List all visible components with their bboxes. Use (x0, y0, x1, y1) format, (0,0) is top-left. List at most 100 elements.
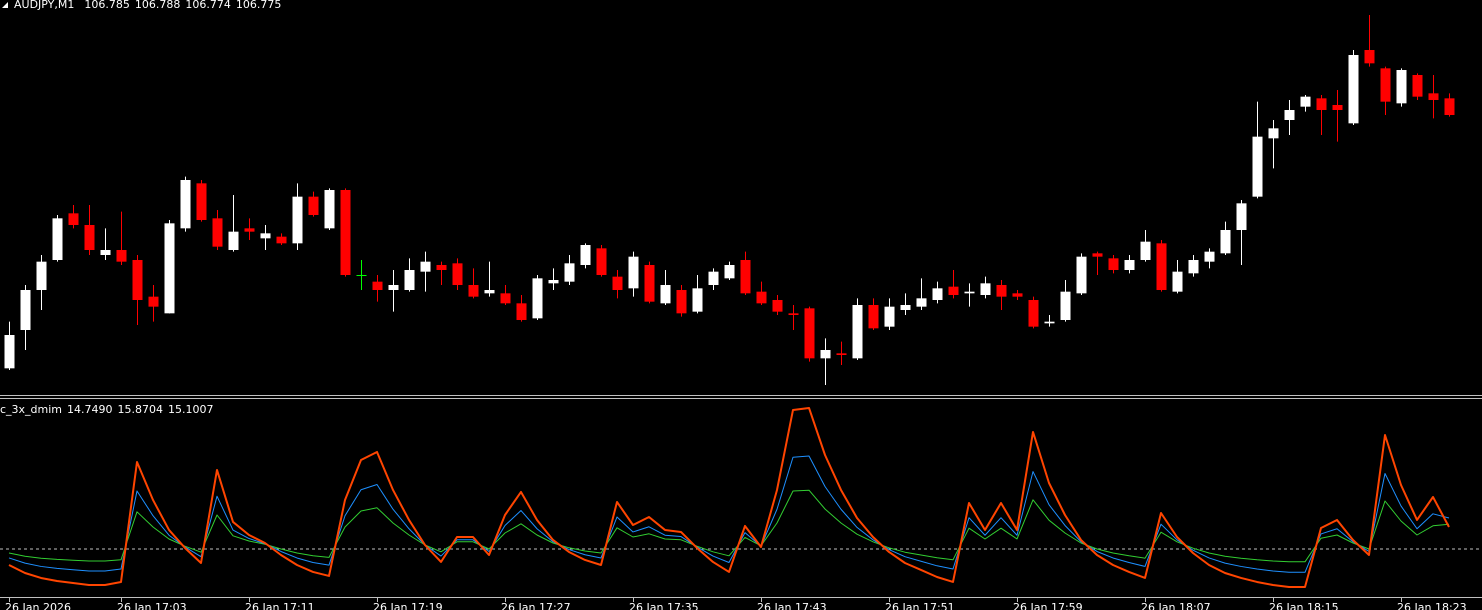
candle-body (1380, 68, 1391, 102)
candle-body (1076, 256, 1087, 294)
candle-body (756, 291, 767, 304)
candle-body (644, 265, 655, 302)
candle-body (212, 218, 223, 247)
candle-body (660, 285, 671, 304)
candle-body (916, 298, 927, 307)
candle-body (1284, 110, 1295, 120)
candle-body (148, 296, 159, 307)
header-marker (2, 2, 8, 8)
ohlc-value: 106.785 (84, 0, 130, 11)
candle-body (612, 276, 623, 290)
x-tick-label: 26 Jan 17:59 (1013, 601, 1083, 610)
candle-body (1156, 243, 1167, 290)
candle-body (164, 223, 175, 314)
x-tick-label: 26 Jan 17:43 (757, 601, 827, 610)
candle-body (324, 190, 335, 229)
candle-body (1188, 260, 1199, 274)
candle-body (180, 180, 191, 229)
candle-body (1332, 105, 1343, 110)
indicator-line (8, 455, 1450, 573)
candle-body (532, 278, 543, 319)
x-tick-label: 26 Jan 18:07 (1141, 601, 1211, 610)
candle-body (1364, 50, 1375, 64)
candle-body (1252, 136, 1263, 197)
candle-body (628, 256, 639, 289)
candle-body (260, 233, 271, 239)
candle-body (1236, 203, 1247, 230)
candle-body (84, 225, 95, 250)
candle-body (724, 265, 735, 279)
candle-body (196, 183, 207, 220)
candle-body (676, 290, 687, 314)
x-tick-label: 26 Jan 17:03 (117, 601, 187, 610)
candle-body (1060, 291, 1071, 320)
candle-body (292, 196, 303, 244)
candle-body (4, 335, 15, 369)
candle-body (132, 260, 143, 300)
indicator-line (8, 489, 1450, 563)
candle-body (388, 285, 399, 290)
candle-body (996, 285, 1007, 297)
candle-body (1172, 271, 1183, 292)
candle-body (804, 308, 815, 359)
candle-body (500, 293, 511, 304)
candle-body (372, 281, 383, 290)
x-tick-label: 26 Jan 18:15 (1269, 601, 1339, 610)
candle-body (356, 275, 367, 276)
ohlc-value: 106.774 (185, 0, 231, 11)
candle-body (436, 265, 447, 270)
indicator-value: 14.7490 (67, 403, 113, 416)
candle-body (228, 231, 239, 250)
candle-body (788, 313, 799, 315)
x-tick-label: 26 Jan 17:19 (373, 601, 443, 610)
candle-body (580, 245, 591, 265)
x-tick-label: 26 Jan 17:35 (629, 601, 699, 610)
candle-body (516, 303, 527, 320)
candle-body (852, 305, 863, 359)
candle-body (244, 228, 255, 232)
candle-body (1300, 96, 1311, 107)
indicator-line (8, 406, 1450, 588)
x-tick-label: 26 Jan 18:23 (1397, 601, 1467, 610)
candle-body (708, 271, 719, 285)
candle-body (340, 190, 351, 275)
candle-body (1412, 75, 1423, 97)
candle-body (884, 306, 895, 327)
candle-body (452, 263, 463, 285)
candle-body (1028, 300, 1039, 327)
candle-body (1140, 241, 1151, 260)
candle-body (20, 290, 31, 330)
ohlc-value: 106.788 (135, 0, 181, 11)
x-tick-label: 26 Jan 2026 (5, 601, 71, 610)
candle-body (1428, 93, 1439, 100)
candle-body (404, 270, 415, 290)
candle-body (548, 280, 559, 284)
candle-body (1316, 98, 1327, 110)
candle-body (980, 283, 991, 295)
candle-body (692, 288, 703, 312)
candle-body (420, 261, 431, 272)
symbol-title: AUDJPY,M1 (14, 0, 74, 11)
candle-body (484, 290, 495, 294)
candle-body (468, 285, 479, 297)
indicator-header: c_3x_dmim 14.7490 15.8704 15.1007 (0, 403, 214, 416)
candle-body (868, 305, 879, 329)
candle-body (276, 236, 287, 244)
candle-body (932, 288, 943, 300)
candle-body (564, 263, 575, 282)
candle-body (820, 350, 831, 359)
candle-body (308, 196, 319, 215)
candle-body (1044, 321, 1055, 324)
candle-body (1268, 128, 1279, 139)
candle-body (1124, 260, 1135, 270)
x-tick-label: 26 Jan 17:51 (885, 601, 955, 610)
candle-body (100, 250, 111, 255)
indicator-title: c_3x_dmim (0, 403, 62, 416)
indicator-value: 15.8704 (118, 403, 164, 416)
candle-body (52, 218, 63, 260)
candle-body (1092, 253, 1103, 257)
candle-body (36, 261, 47, 290)
